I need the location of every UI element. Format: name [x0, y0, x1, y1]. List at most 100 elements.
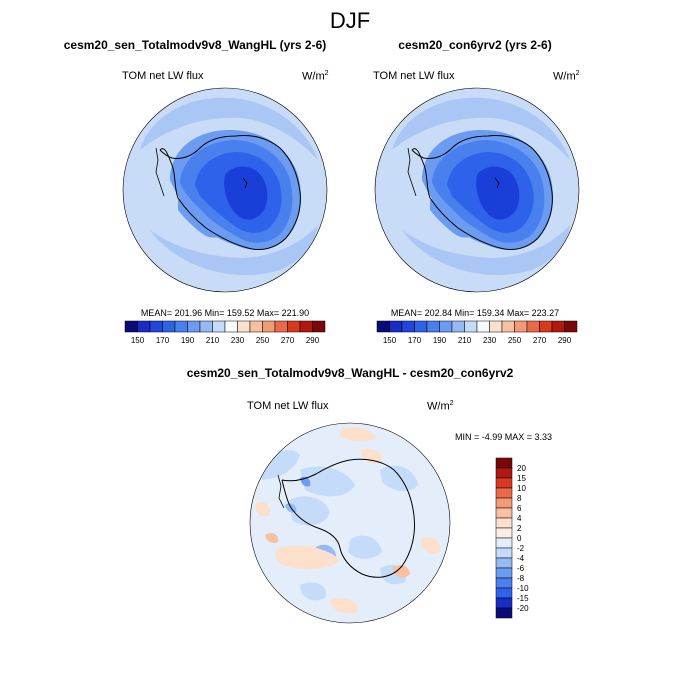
panel1-colorbar-color-box [149, 320, 163, 333]
diff-colorbar-color-box [495, 527, 513, 539]
panel1-colorbar-color-box [249, 320, 263, 333]
panel1-colorbar-color-box [137, 320, 151, 333]
panel1-colorbar-tick-label: 170 [156, 336, 170, 345]
panel2-variable: TOM net LW flux [373, 70, 455, 82]
panel1-colorbar-color-box [124, 320, 138, 333]
diff-variable: TOM net LW flux [247, 400, 329, 412]
panel2-colorbar-color-box [489, 320, 503, 333]
diff-colorbar-color-box [495, 567, 513, 579]
panel2-colorbar-color-box [564, 320, 578, 333]
panel2-colorbar: 150 170 190 210 230 250 270 290 [376, 320, 578, 345]
panel1-colorbar-color-box [174, 320, 188, 333]
panel1-map-border [122, 87, 328, 293]
diff-map-border [249, 422, 451, 624]
panel2-colorbar-color-box [439, 320, 453, 333]
panel2-colorbar-tick-label: 250 [508, 336, 522, 345]
panel1-variable: TOM net LW flux [122, 70, 204, 82]
panel2-colorbar-color-box [476, 320, 490, 333]
panel2-map-border [374, 87, 580, 293]
panel2-colorbar-color-box [451, 320, 465, 333]
panel2-colorbar-tick-label: 290 [558, 336, 572, 345]
panel2-units: W/m2 [553, 70, 580, 83]
panel1-colorbar-tick-label: 250 [256, 336, 270, 345]
diff-colorbar-tick-label: 20 [517, 464, 526, 473]
panel1-colorbar-color-box [199, 320, 213, 333]
diff-colorbar-tick-label: 0 [517, 534, 522, 543]
diff-colorbar-color-box [495, 557, 513, 569]
panel1-colorbar-color-box [312, 320, 326, 333]
diff-colorbar-tick-label: -10 [517, 584, 529, 593]
panel2-colorbar-tick-label: 150 [383, 336, 397, 345]
panel2-colorbar-color-box [426, 320, 440, 333]
diff-colorbar-color-box [495, 477, 513, 489]
diff-colorbar-tick-label: 10 [517, 484, 526, 493]
diff-colorbar-tick-label: -15 [517, 594, 529, 603]
diff-colorbar-tick-label: -6 [517, 564, 525, 573]
diff-colorbar-tick-label: -8 [517, 574, 525, 583]
panel1-colorbar-color-box [262, 320, 276, 333]
panel2-stats: MEAN= 202.84 Min= 159.34 Max= 223.27 [390, 308, 560, 318]
diff-colorbar-color-box [495, 587, 513, 599]
panel1-colorbar: 150 170 190 210 230 250 270 290 [124, 320, 326, 345]
panel1-colorbar-tick-label: 290 [306, 336, 320, 345]
diff-colorbar-color-box [495, 597, 513, 609]
panel1-title: cesm20_sen_Totalmodv9v8_WangHL (yrs 2-6) [63, 38, 327, 52]
panel2-colorbar-color-box [539, 320, 553, 333]
panel1-colorbar-color-box [299, 320, 313, 333]
panel1-colorbar-tick-label: 210 [206, 336, 220, 345]
panel2-colorbar-tick-label: 270 [533, 336, 547, 345]
diff-colorbar-color-box [495, 577, 513, 589]
diff-colorbar-color-box [495, 537, 513, 549]
diff-title: cesm20_sen_Totalmodv9v8_WangHL - cesm20_… [186, 366, 514, 380]
panel2-colorbar-tick-label: 190 [433, 336, 447, 345]
panel2-colorbar-tick-label: 210 [458, 336, 472, 345]
panel1-colorbar-color-box [224, 320, 238, 333]
diff-colorbar-color-box [495, 607, 513, 619]
panel1-colorbar-tick-label: 230 [231, 336, 245, 345]
panel1-colorbar-tick-label: 150 [131, 336, 145, 345]
panel2-colorbar-color-box [551, 320, 565, 333]
panel2-colorbar-tick-label: 230 [483, 336, 497, 345]
diff-colorbar-color-box [495, 547, 513, 559]
diff-colorbar-tick-label: -2 [517, 544, 525, 553]
diff-colorbar-tick-label: 2 [517, 524, 522, 533]
panel1-colorbar-color-box [274, 320, 288, 333]
diff-units: W/m2 [427, 400, 454, 413]
diff-stats: MIN = -4.99 MAX = 3.33 [455, 432, 553, 442]
panel2-colorbar-color-box [526, 320, 540, 333]
diff-colorbar-color-box [495, 517, 513, 529]
panel1-colorbar-color-box [287, 320, 301, 333]
diff-colorbar-color-box [495, 487, 513, 499]
panel2-colorbar-color-box [501, 320, 515, 333]
diff-colorbar-tick-label: 8 [517, 494, 522, 503]
panel2-colorbar-color-box [401, 320, 415, 333]
panel2-colorbar-color-box [464, 320, 478, 333]
panel1-colorbar-tick-label: 270 [281, 336, 295, 345]
panel1-stats: MEAN= 201.96 Min= 159.52 Max= 221.90 [140, 308, 310, 318]
panel1-colorbar-tick-label: 190 [181, 336, 195, 345]
diff-colorbar-tick-label: -4 [517, 554, 525, 563]
diff-colorbar-tick-label: 4 [517, 514, 522, 523]
panel2-colorbar-tick-label: 170 [408, 336, 422, 345]
panel1-colorbar-color-box [162, 320, 176, 333]
diff-colorbar-color-box [495, 457, 513, 469]
panel1-colorbar-color-box [187, 320, 201, 333]
diff-colorbar-color-box [495, 497, 513, 509]
diff-map [250, 423, 450, 623]
panel2-colorbar-color-box [414, 320, 428, 333]
figure-title: DJF [329, 8, 371, 33]
panel2-title: cesm20_con6yrv2 (yrs 2-6) [398, 38, 552, 52]
panel1-colorbar-color-box [212, 320, 226, 333]
diff-colorbar-color-box [495, 467, 513, 479]
panel1-units: W/m2 [302, 70, 329, 83]
panel2-colorbar-color-box [376, 320, 390, 333]
diff-colorbar-color-box [495, 507, 513, 519]
panel1-colorbar-color-box [237, 320, 251, 333]
panel2-map [375, 88, 579, 292]
panel1-map [123, 88, 327, 292]
panel2-colorbar-color-box [389, 320, 403, 333]
diff-colorbar-tick-label: -20 [517, 604, 529, 613]
panel2-colorbar-color-box [514, 320, 528, 333]
